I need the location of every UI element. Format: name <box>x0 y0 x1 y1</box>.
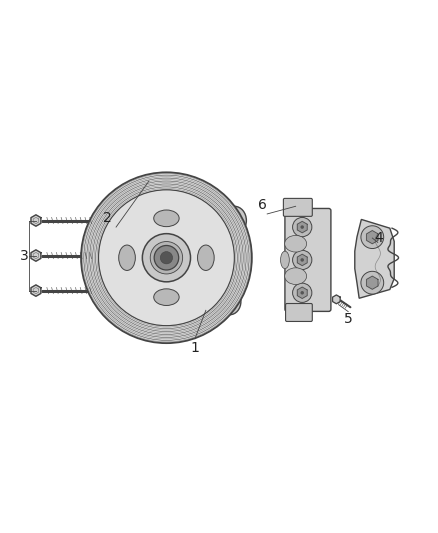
Circle shape <box>293 251 312 270</box>
Ellipse shape <box>119 245 135 270</box>
Circle shape <box>160 252 173 264</box>
Polygon shape <box>297 221 307 233</box>
Polygon shape <box>297 254 307 265</box>
Polygon shape <box>355 220 394 298</box>
Text: 3: 3 <box>20 248 28 263</box>
Ellipse shape <box>224 294 236 309</box>
Ellipse shape <box>228 262 245 276</box>
Circle shape <box>154 246 179 270</box>
Ellipse shape <box>154 210 179 227</box>
Circle shape <box>300 291 304 295</box>
Ellipse shape <box>219 288 241 314</box>
Ellipse shape <box>232 265 241 272</box>
Circle shape <box>361 271 384 294</box>
Polygon shape <box>367 276 378 289</box>
Ellipse shape <box>281 251 290 269</box>
Polygon shape <box>31 285 41 296</box>
Text: 6: 6 <box>258 198 267 212</box>
Text: 5: 5 <box>344 312 353 327</box>
Ellipse shape <box>285 236 307 252</box>
Polygon shape <box>297 287 307 298</box>
FancyBboxPatch shape <box>286 303 312 321</box>
Circle shape <box>99 190 234 326</box>
Text: 1: 1 <box>191 341 199 355</box>
Polygon shape <box>31 250 41 261</box>
Ellipse shape <box>166 197 245 328</box>
Ellipse shape <box>154 289 179 305</box>
Ellipse shape <box>223 206 246 235</box>
Text: 2: 2 <box>103 211 112 225</box>
Circle shape <box>293 217 312 237</box>
Circle shape <box>81 172 252 343</box>
Circle shape <box>150 241 183 274</box>
Circle shape <box>361 226 384 248</box>
Ellipse shape <box>198 245 214 270</box>
Circle shape <box>300 258 304 262</box>
Circle shape <box>300 225 304 229</box>
Text: 4: 4 <box>374 231 383 245</box>
FancyBboxPatch shape <box>283 198 312 216</box>
Polygon shape <box>31 215 41 226</box>
Ellipse shape <box>228 212 241 229</box>
Ellipse shape <box>285 268 307 285</box>
Polygon shape <box>332 295 340 304</box>
Circle shape <box>293 283 312 302</box>
FancyBboxPatch shape <box>285 208 331 311</box>
Circle shape <box>142 233 191 282</box>
Polygon shape <box>367 231 378 244</box>
